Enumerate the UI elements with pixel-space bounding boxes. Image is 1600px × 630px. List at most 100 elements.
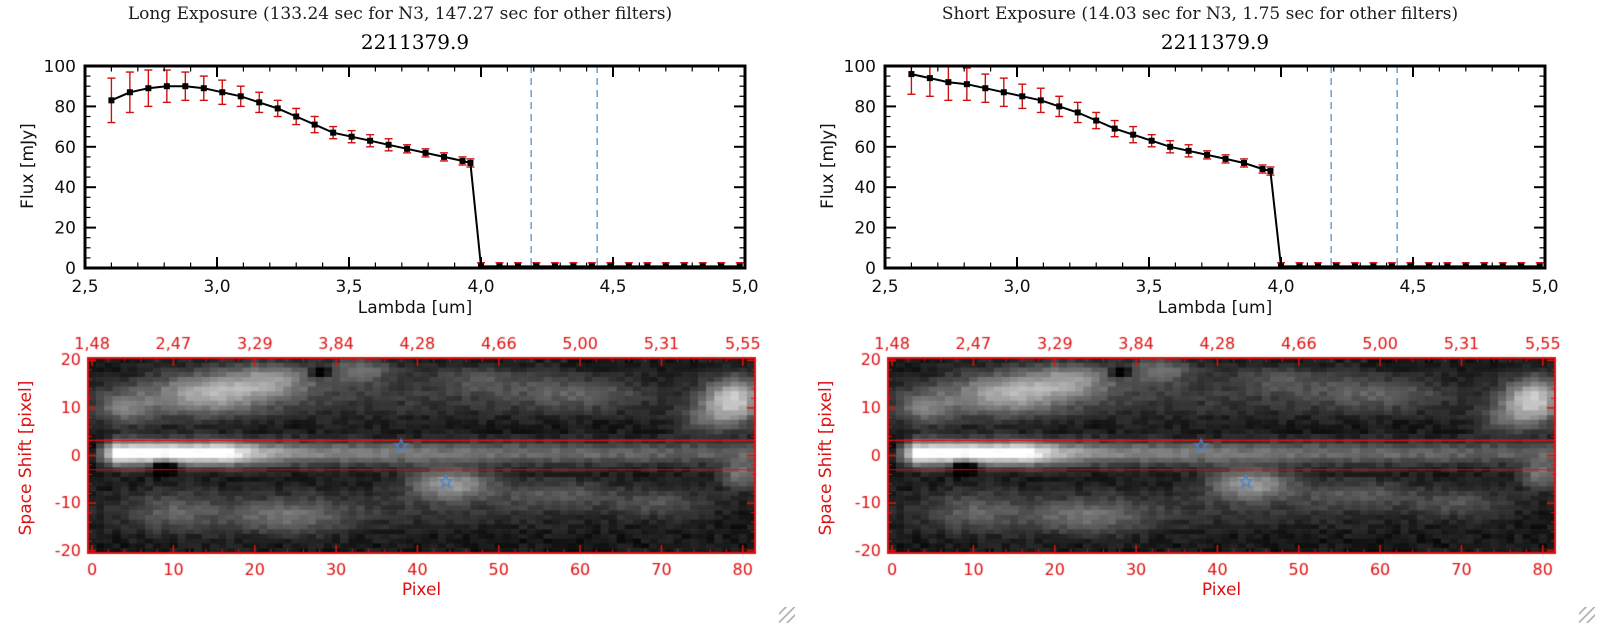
data-point-marker	[385, 141, 392, 148]
panel-short-exposure: Short Exposure (14.03 sec for N3, 1.75 s…	[800, 0, 1600, 630]
x-tick-label: 5,0	[731, 277, 758, 297]
data-point-marker	[237, 93, 244, 100]
data-point-marker	[126, 89, 133, 96]
y-tick-label: 80	[854, 97, 876, 117]
data-point-marker	[1074, 109, 1081, 116]
data-point-marker	[1148, 137, 1155, 144]
y-tick-label: 40	[854, 178, 876, 198]
data-point-marker	[422, 149, 429, 156]
data-point-marker	[1370, 263, 1377, 270]
data-point-marker	[736, 263, 743, 270]
image-ylabel: Space Shift [pixel]	[16, 380, 36, 536]
x-tick-label: 3,5	[1135, 277, 1162, 297]
data-point-marker	[607, 263, 614, 270]
y-tick-label: 60	[54, 138, 76, 158]
x-tick-label: 3,5	[335, 277, 362, 297]
image-ylabel: Space Shift [pixel]	[816, 380, 836, 536]
x-tick-label: 4,0	[1267, 277, 1294, 297]
data-point-marker	[145, 85, 152, 92]
panel-title-long: Long Exposure (133.24 sec for N3, 147.27…	[127, 4, 673, 24]
data-point-marker	[1314, 263, 1321, 270]
data-point-marker	[1536, 263, 1543, 270]
y-tick-label: 20	[854, 219, 876, 239]
data-point-marker	[1351, 263, 1358, 270]
spectrum-title: 2211379.9	[1160, 30, 1270, 54]
y-tick-label: 40	[54, 178, 76, 198]
spectrum-xlabel: Lambda [um]	[357, 298, 473, 318]
data-point-marker	[1425, 263, 1432, 270]
data-point-marker	[926, 75, 933, 82]
resize-grip-icon[interactable]	[1579, 607, 1595, 623]
data-point-marker	[311, 121, 318, 128]
data-point-marker	[588, 263, 595, 270]
spectral-image-2d	[800, 330, 1600, 630]
y-tick-label: 100	[844, 60, 876, 77]
data-point-marker	[982, 85, 989, 92]
data-point-marker	[256, 99, 263, 106]
data-point-marker	[1333, 263, 1340, 270]
y-tick-label: 0	[865, 259, 876, 279]
plot-frame	[83, 64, 747, 270]
data-point-marker	[1111, 125, 1118, 132]
image-xlabel: Pixel	[401, 580, 442, 600]
data-point-marker	[1222, 155, 1229, 162]
x-tick-label: 4,5	[599, 277, 626, 297]
resize-grip-icon[interactable]	[779, 607, 795, 623]
data-point-marker	[1267, 168, 1274, 175]
x-tick-label: 4,5	[1399, 277, 1426, 297]
data-point-marker	[625, 263, 632, 270]
data-point-marker	[1499, 263, 1506, 270]
y-tick-label: 80	[54, 97, 76, 117]
data-point-marker	[219, 89, 226, 96]
data-point-marker	[1407, 263, 1414, 270]
data-point-marker	[1037, 97, 1044, 104]
data-point-marker	[699, 263, 706, 270]
y-tick-label: 0	[65, 259, 76, 279]
data-point-marker	[1056, 103, 1063, 110]
data-point-marker	[1518, 263, 1525, 270]
data-point-marker	[496, 263, 503, 270]
spectrum-plot: 2,5 3,0 3,5 4,0 4,5 5,0 0 20 40 60 80 100	[44, 60, 759, 297]
data-point-marker	[908, 71, 915, 78]
y-tick-label: 60	[854, 138, 876, 158]
spectrum-ylabel: Flux [mJy]	[18, 123, 38, 209]
data-point-marker	[1000, 89, 1007, 96]
data-point-marker	[1204, 151, 1211, 158]
data-point-marker	[1259, 166, 1266, 173]
data-point-marker	[1481, 263, 1488, 270]
x-tick-label: 5,0	[1531, 277, 1558, 297]
data-point-marker	[404, 145, 411, 152]
data-point-marker	[551, 263, 558, 270]
data-point-marker	[200, 85, 207, 92]
data-point-marker	[330, 129, 337, 136]
data-point-marker	[945, 79, 952, 86]
data-point-marker	[348, 133, 355, 140]
data-point-marker	[963, 81, 970, 88]
x-tick-label: 2,5	[71, 277, 98, 297]
spectral-image-2d	[0, 330, 800, 630]
spectrum-line	[111, 85, 740, 268]
plot-frame	[883, 64, 1547, 270]
data-point-marker	[1093, 117, 1100, 124]
image-xlabel: Pixel	[1201, 580, 1242, 600]
data-point-marker	[1388, 263, 1395, 270]
data-point-marker	[163, 83, 170, 90]
data-point-marker	[293, 113, 300, 120]
data-point-marker	[644, 263, 651, 270]
data-point-marker	[274, 105, 281, 112]
y-tick-label: 100	[44, 60, 76, 77]
data-point-marker	[182, 83, 189, 90]
data-point-marker	[1296, 263, 1303, 270]
x-tick-label: 3,0	[203, 277, 230, 297]
spectrum-plot: 2,5 3,0 3,5 4,0 4,5 5,0 0 20 40 60 80 100	[844, 60, 1559, 297]
data-point-marker	[681, 263, 688, 270]
data-point-marker	[459, 157, 466, 164]
y-tick-label: 20	[54, 219, 76, 239]
data-point-marker	[367, 137, 374, 144]
data-point-marker	[514, 263, 521, 270]
data-point-marker	[108, 97, 115, 104]
data-point-marker	[533, 263, 540, 270]
data-point-marker	[441, 153, 448, 160]
